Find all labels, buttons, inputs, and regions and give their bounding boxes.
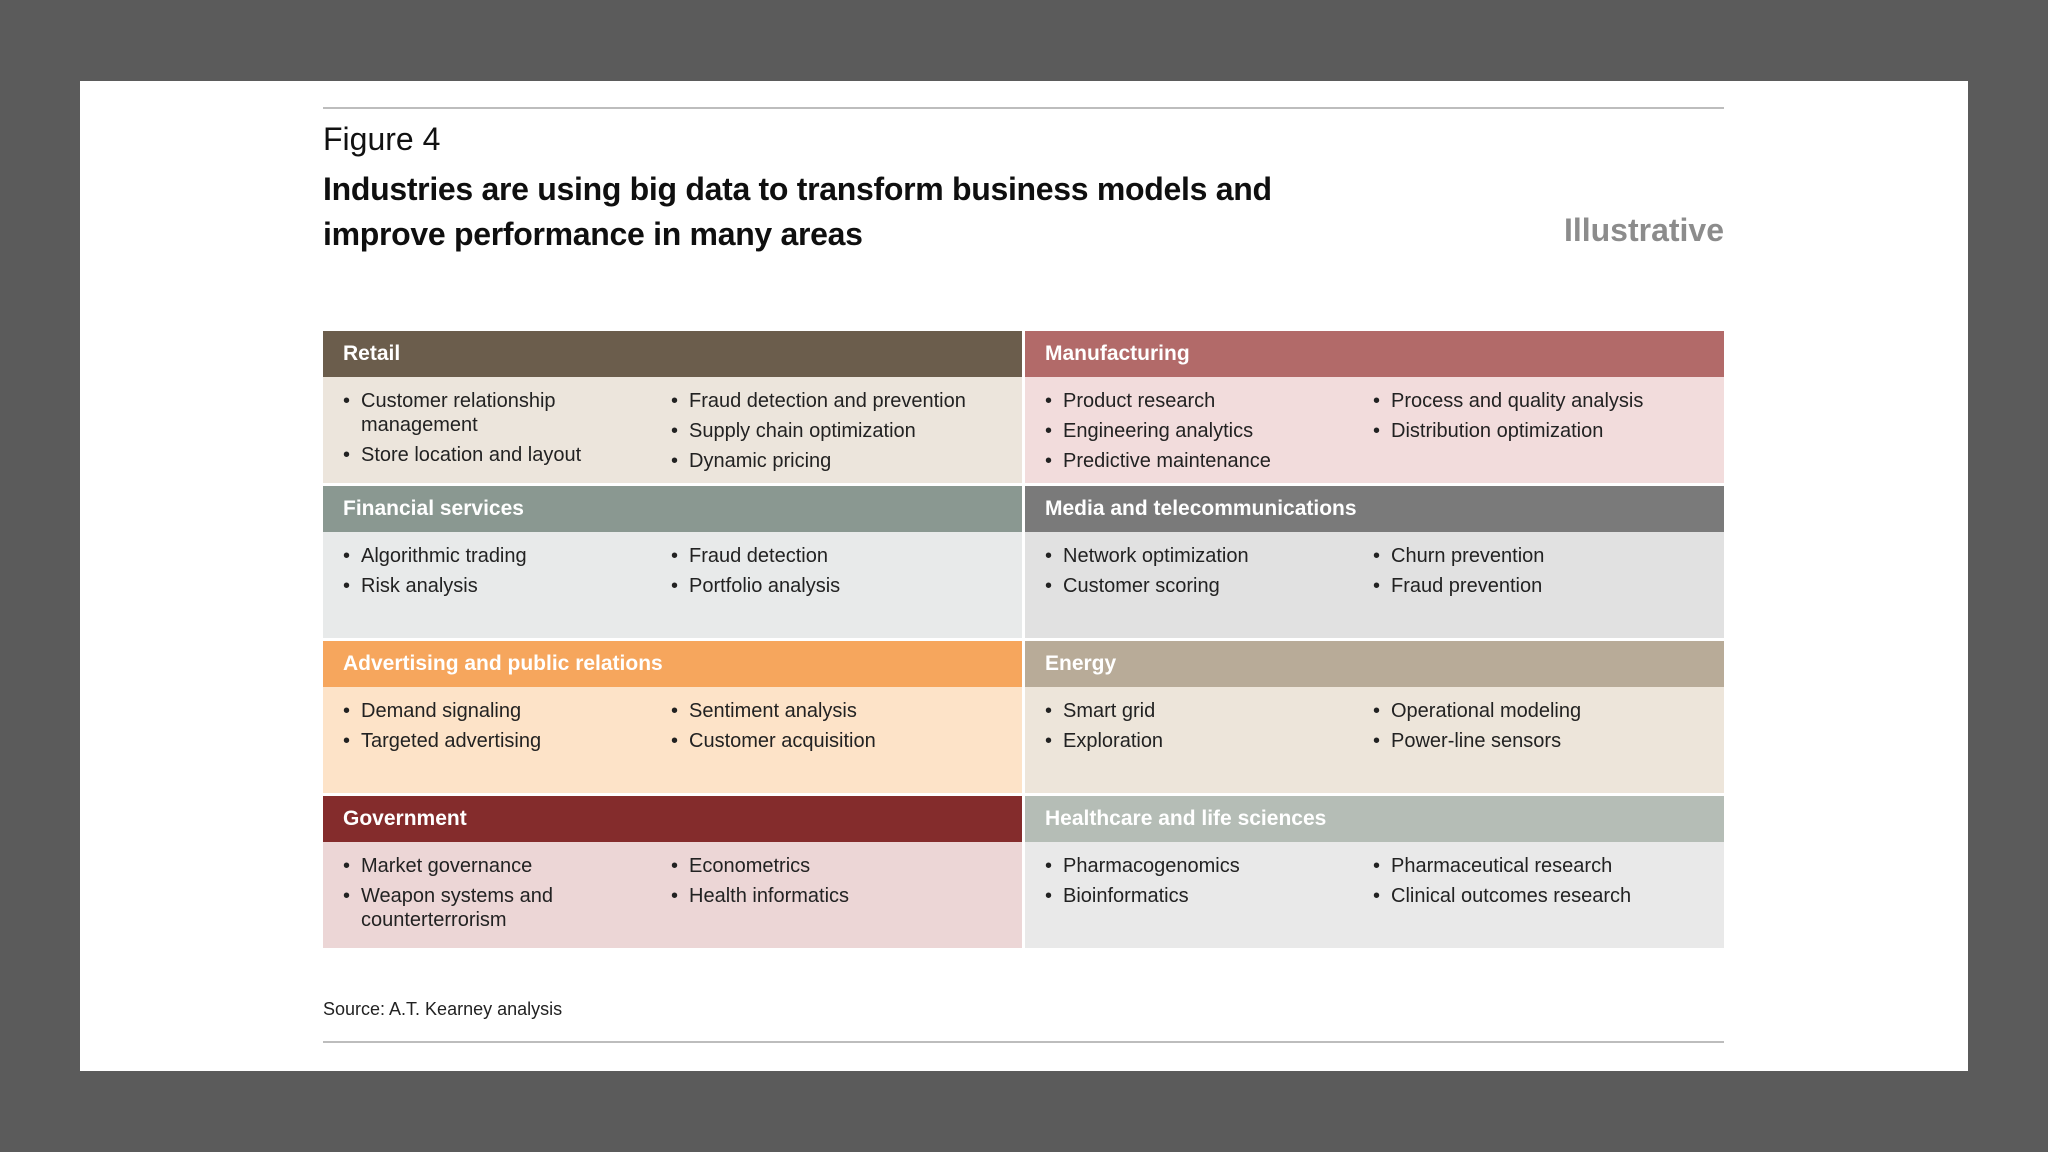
use-case-list: Fraud detection and prevention Supply cha… — [671, 389, 1022, 483]
use-case-item: Network optimization — [1045, 544, 1373, 568]
industry-panel-header: Financial services — [323, 486, 1022, 532]
industry-panel: Media and telecommunicationsNetwork opti… — [1025, 486, 1724, 638]
use-case-list: Pharmacogenomics Bioinformatics — [1045, 854, 1373, 948]
use-case-item: Targeted advertising — [343, 729, 671, 753]
use-case-item: Engineering analytics — [1045, 419, 1373, 443]
industry-panel: Manufacturing Product research Engineering… — [1025, 331, 1724, 483]
use-case-item: Supply chain optimization — [671, 419, 1022, 443]
use-case-list: Smart grid Exploration — [1045, 699, 1373, 793]
use-case-list: Econometrics Health informatics — [671, 854, 1022, 948]
industry-panel: Financial services Algorithmic trading Ris… — [323, 486, 1022, 638]
use-case-item: Power-line sensors — [1373, 729, 1724, 753]
use-case-item: Process and quality analysis — [1373, 389, 1724, 413]
industry-panel-body: Network optimization Customer scoringChur… — [1025, 532, 1724, 638]
use-case-item: Weapon systems and counterterrorism — [343, 884, 671, 932]
industry-panel-body: Customer relationship management Store lo… — [323, 377, 1022, 483]
use-case-list: Market governance Weapon systems and coun… — [343, 854, 671, 948]
figure-content: Figure 4 Industries are using big data t… — [323, 107, 1724, 1045]
industry-panel-header: Media and telecommunications — [1025, 486, 1724, 532]
use-case-item: Econometrics — [671, 854, 1022, 878]
use-case-item: Fraud detection — [671, 544, 1022, 568]
industry-panel-body: Algorithmic trading Risk analysisFraud de… — [323, 532, 1022, 638]
use-case-list: Operational modeling Power-line sensors — [1373, 699, 1724, 793]
figure-sheet: Figure 4 Industries are using big data t… — [80, 81, 1968, 1071]
use-case-item: Customer scoring — [1045, 574, 1373, 598]
bottom-rule — [323, 1041, 1724, 1043]
use-case-item: Fraud prevention — [1373, 574, 1724, 598]
source-note: Source: A.T. Kearney analysis — [323, 999, 563, 1019]
use-case-item: Health informatics — [671, 884, 1022, 908]
use-case-item: Dynamic pricing — [671, 449, 1022, 473]
use-case-list: Demand signaling Targeted advertising — [343, 699, 671, 793]
industry-panel-header: Manufacturing — [1025, 331, 1724, 377]
use-case-list: Network optimization Customer scoring — [1045, 544, 1373, 638]
use-case-list: Customer relationship management Store lo… — [343, 389, 671, 483]
use-case-item: Sentiment analysis — [671, 699, 1022, 723]
use-case-item: Store location and layout — [343, 443, 671, 467]
use-case-item: Algorithmic trading — [343, 544, 671, 568]
figure-label: Figure 4 — [323, 121, 441, 157]
use-case-item: Churn prevention — [1373, 544, 1724, 568]
use-case-list: Product research Engineering analytics Pre… — [1045, 389, 1373, 483]
industry-panel: Government Market governance Weapon system… — [323, 796, 1022, 948]
industry-grid: Retail Customer relationship management St… — [323, 331, 1724, 948]
use-case-list: Fraud detection Portfolio analysis — [671, 544, 1022, 638]
use-case-item: Demand signaling — [343, 699, 671, 723]
use-case-item: Smart grid — [1045, 699, 1373, 723]
industry-panel-header: Advertising and public relations — [323, 641, 1022, 687]
use-case-list: Algorithmic trading Risk analysis — [343, 544, 671, 638]
use-case-item: Distribution optimization — [1373, 419, 1724, 443]
industry-panel-header: Retail — [323, 331, 1022, 377]
illustrative-tag: Illustrative — [1563, 212, 1724, 248]
industry-panel-body: Market governance Weapon systems and coun… — [323, 842, 1022, 948]
use-case-item: Fraud detection and prevention — [671, 389, 1022, 413]
use-case-item: Predictive maintenance — [1045, 449, 1373, 473]
industry-panel-body: Product research Engineering analytics Pre… — [1025, 377, 1724, 483]
use-case-item: Customer acquisition — [671, 729, 1022, 753]
use-case-item: Exploration — [1045, 729, 1373, 753]
industry-panel-header: Energy — [1025, 641, 1724, 687]
use-case-item: Pharmaceutical research — [1373, 854, 1724, 878]
industry-panel-body: Pharmacogenomics BioinformaticsPharmaceut… — [1025, 842, 1724, 948]
use-case-list: Process and quality analysis Distribution… — [1373, 389, 1724, 483]
use-case-list: Pharmaceutical research Clinical outcomes… — [1373, 854, 1724, 948]
use-case-item: Operational modeling — [1373, 699, 1724, 723]
use-case-item: Product research — [1045, 389, 1373, 413]
use-case-list: Sentiment analysis Customer acquisition — [671, 699, 1022, 793]
use-case-item: Customer relationship management — [343, 389, 671, 437]
industry-panel-body: Demand signaling Targeted advertisingSent… — [323, 687, 1022, 793]
use-case-item: Risk analysis — [343, 574, 671, 598]
use-case-list: Churn prevention Fraud prevention — [1373, 544, 1724, 638]
figure-title: Industries are using big data to transfo… — [323, 171, 1272, 252]
industry-panel: Energy Smart grid ExplorationOperational m… — [1025, 641, 1724, 793]
industry-panel-body: Smart grid ExplorationOperational modelin… — [1025, 687, 1724, 793]
industry-panel: Retail Customer relationship management St… — [323, 331, 1022, 483]
use-case-item: Market governance — [343, 854, 671, 878]
industry-panel-header: Healthcare and life sciences — [1025, 796, 1724, 842]
use-case-item: Clinical outcomes research — [1373, 884, 1724, 908]
industry-panel-header: Government — [323, 796, 1022, 842]
industry-panel: Advertising and public relationsDemand s… — [323, 641, 1022, 793]
use-case-item: Portfolio analysis — [671, 574, 1022, 598]
use-case-item: Bioinformatics — [1045, 884, 1373, 908]
use-case-item: Pharmacogenomics — [1045, 854, 1373, 878]
top-rule — [323, 107, 1724, 109]
industry-panel: Healthcare and life sciencesPharmacogeno… — [1025, 796, 1724, 948]
